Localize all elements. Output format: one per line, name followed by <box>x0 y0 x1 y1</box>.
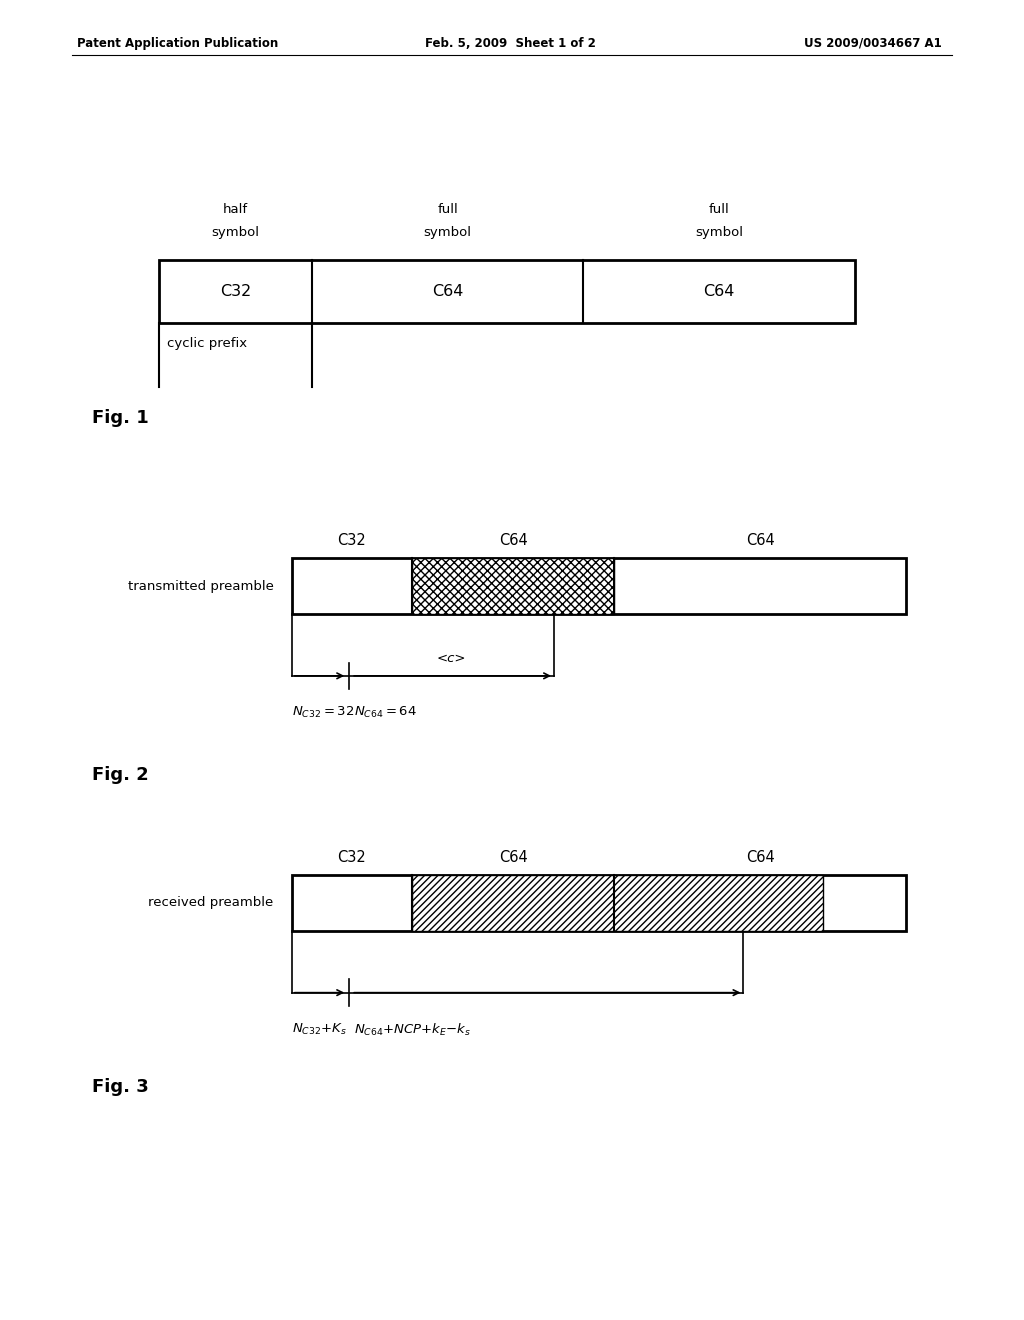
Text: full: full <box>709 203 730 216</box>
Text: Fig. 3: Fig. 3 <box>92 1078 148 1097</box>
Text: Patent Application Publication: Patent Application Publication <box>77 37 279 50</box>
Text: $N_{C64}{=}64$: $N_{C64}{=}64$ <box>354 705 417 719</box>
Text: C32: C32 <box>220 284 251 300</box>
Text: C32: C32 <box>337 533 367 548</box>
Text: received preamble: received preamble <box>148 896 273 909</box>
Text: symbol: symbol <box>695 226 743 239</box>
Text: C64: C64 <box>745 533 775 548</box>
Text: $N_{C32}{=}32$: $N_{C32}{=}32$ <box>292 705 354 719</box>
Text: Fig. 2: Fig. 2 <box>92 766 148 784</box>
Bar <box>412 558 614 614</box>
Text: cyclic prefix: cyclic prefix <box>167 337 247 350</box>
Bar <box>159 260 855 323</box>
Text: C64: C64 <box>745 850 775 865</box>
Bar <box>412 875 823 931</box>
Text: half: half <box>223 203 248 216</box>
Text: Feb. 5, 2009  Sheet 1 of 2: Feb. 5, 2009 Sheet 1 of 2 <box>425 37 596 50</box>
Text: transmitted preamble: transmitted preamble <box>128 579 273 593</box>
Text: symbol: symbol <box>211 226 259 239</box>
Text: $N_{C32}{+}K_s$: $N_{C32}{+}K_s$ <box>292 1022 347 1036</box>
Text: C64: C64 <box>499 533 527 548</box>
Bar <box>292 558 906 614</box>
Bar <box>292 875 906 931</box>
Text: C32: C32 <box>337 850 367 865</box>
Text: full: full <box>437 203 458 216</box>
Text: C64: C64 <box>432 284 464 300</box>
Text: <c>: <c> <box>437 652 466 665</box>
Text: US 2009/0034667 A1: US 2009/0034667 A1 <box>804 37 942 50</box>
Text: $N_{C64}{+}NCP{+}k_E{-}k_s$: $N_{C64}{+}NCP{+}k_E{-}k_s$ <box>354 1022 471 1038</box>
Text: C64: C64 <box>703 284 735 300</box>
Text: Fig. 1: Fig. 1 <box>92 409 148 428</box>
Text: symbol: symbol <box>424 226 472 239</box>
Text: C64: C64 <box>499 850 527 865</box>
